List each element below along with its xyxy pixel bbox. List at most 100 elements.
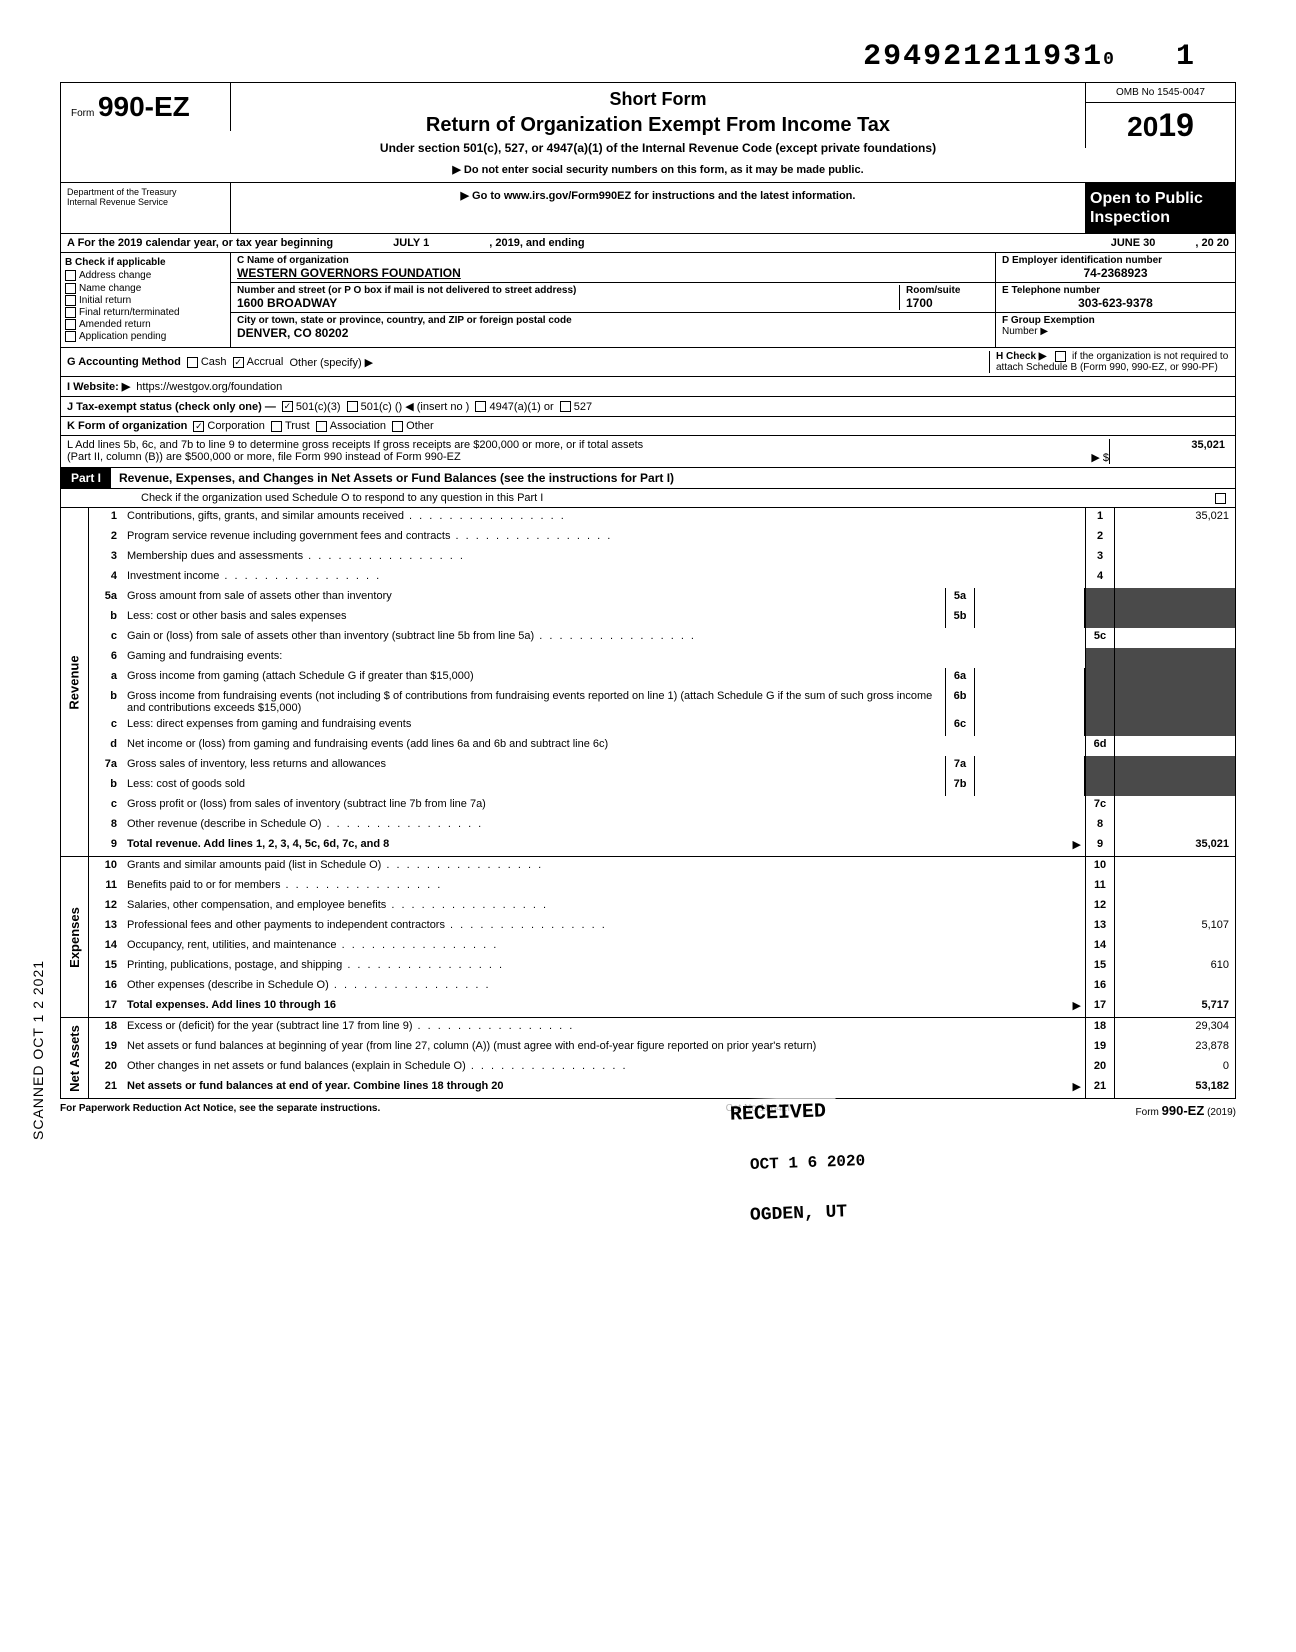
revenue-table: Revenue 1Contributions, gifts, grants, a… — [60, 508, 1236, 857]
dept-treasury: Department of the Treasury — [67, 187, 224, 197]
part1-badge: Part I — [61, 468, 111, 488]
ein: 74-2368923 — [1002, 266, 1229, 280]
chk-sched-b[interactable] — [1055, 351, 1066, 362]
street-label: Number and street (or P O box if mail is… — [237, 285, 899, 296]
year-suffix: 19 — [1158, 107, 1194, 143]
chk-pending[interactable]: Application pending — [65, 331, 226, 342]
chk-501c3[interactable]: ✓ — [282, 401, 293, 412]
row-i: I Website: ▶ https://westgov.org/foundat… — [60, 377, 1236, 397]
line-6a: aGross income from gaming (attach Schedu… — [89, 668, 1235, 688]
row-h-label: H Check ▶ — [996, 351, 1046, 362]
row-a-label: A For the 2019 calendar year, or tax yea… — [67, 237, 333, 249]
title-cell: Short Form Return of Organization Exempt… — [231, 83, 1085, 182]
chk-assoc[interactable] — [316, 421, 327, 432]
chk-name[interactable]: Name change — [65, 283, 226, 294]
page-num: 1 — [1176, 40, 1196, 74]
lbl-527: 527 — [574, 401, 592, 413]
row-l-text2: (Part II, column (B)) are $500,000 or mo… — [67, 451, 461, 464]
line-5a: 5aGross amount from sale of assets other… — [89, 588, 1235, 608]
line-16: 16Other expenses (describe in Schedule O… — [89, 977, 1235, 997]
chk-corp[interactable]: ✓ — [193, 421, 204, 432]
dept-row: Department of the Treasury Internal Reve… — [60, 182, 1236, 234]
footer-right: Form 990-EZ (2019) — [1136, 1103, 1236, 1118]
main-title: Return of Organization Exempt From Incom… — [241, 114, 1075, 137]
name-label: C Name of organization — [237, 255, 989, 266]
group-exempt-number: Number ▶ — [1002, 326, 1048, 337]
chk-accrual[interactable]: ✓ — [233, 357, 244, 368]
website: https://westgov.org/foundation — [136, 381, 282, 393]
line-6b: bGross income from fundraising events (n… — [89, 688, 1235, 716]
stamp-date: OCT 1 6 2020 — [740, 1148, 876, 1179]
tracking-number: 2949212119310 1 — [60, 40, 1236, 74]
line-6c: cLess: direct expenses from gaming and f… — [89, 716, 1235, 736]
line-15: 15Printing, publications, postage, and s… — [89, 957, 1235, 977]
directive-2: ▶ Go to www.irs.gov/Form990EZ for instru… — [231, 183, 1085, 233]
part1-check: Check if the organization used Schedule … — [60, 489, 1236, 508]
chk-address[interactable]: Address change — [65, 270, 226, 281]
line-1: 1Contributions, gifts, grants, and simil… — [89, 508, 1235, 528]
chk-initial[interactable]: Initial return — [65, 295, 226, 306]
row-a-mid: , 2019, and ending — [489, 237, 584, 249]
room: 1700 — [906, 296, 933, 310]
phone: 303-623-9378 — [1002, 296, 1229, 310]
form-header: Form 990-EZ Short Form Return of Organiz… — [60, 82, 1236, 182]
row-a: A For the 2019 calendar year, or tax yea… — [60, 234, 1236, 253]
chk-501c[interactable] — [347, 401, 358, 412]
line-14: 14Occupancy, rent, utilities, and mainte… — [89, 937, 1235, 957]
col-de: D Employer identification number 74-2368… — [995, 253, 1235, 347]
short-form-label: Short Form — [241, 89, 1075, 110]
line-8: 8Other revenue (describe in Schedule O) … — [89, 816, 1235, 836]
stamp-ogden: OGDEN, UT — [740, 1198, 858, 1230]
lbl-corp: Corporation — [207, 420, 264, 432]
line-20: 20Other changes in net assets or fund ba… — [89, 1058, 1235, 1078]
city: DENVER, CO 80202 — [237, 326, 348, 340]
chk-cash[interactable] — [187, 357, 198, 368]
open-public-l1: Open to Public — [1090, 189, 1231, 208]
omb-number: OMB No 1545-0047 — [1086, 83, 1235, 103]
chk-final[interactable]: Final return/terminated — [65, 307, 226, 318]
line-7a: 7aGross sales of inventory, less returns… — [89, 756, 1235, 776]
chk-527[interactable] — [560, 401, 571, 412]
row-a-end-year: , 20 20 — [1195, 237, 1229, 249]
lbl-4947: 4947(a)(1) or — [489, 401, 553, 413]
row-j-label: J Tax-exempt status (check only one) — — [67, 401, 276, 413]
city-label: City or town, state or province, country… — [237, 315, 989, 326]
tracking-suffix: 0 — [1103, 50, 1116, 70]
line-10: 10Grants and similar amounts paid (list … — [89, 857, 1235, 877]
open-public: Open to Public Inspection — [1086, 183, 1235, 233]
subtitle: Under section 501(c), 527, or 4947(a)(1)… — [241, 141, 1075, 155]
tax-year: 2019 — [1086, 103, 1235, 148]
expenses-table: Expenses 10Grants and similar amounts pa… — [60, 857, 1236, 1018]
lbl-assoc: Association — [330, 420, 386, 432]
line-9: 9Total revenue. Add lines 1, 2, 3, 4, 5c… — [89, 836, 1235, 856]
lbl-501c3: 501(c)(3) — [296, 401, 341, 413]
line-3: 3Membership dues and assessments 3 — [89, 548, 1235, 568]
year-cell: OMB No 1545-0047 2019 — [1085, 83, 1235, 148]
chk-sched-o[interactable] — [1215, 493, 1226, 504]
part1-header: Part I Revenue, Expenses, and Changes in… — [60, 468, 1236, 489]
year-prefix: 20 — [1127, 111, 1158, 142]
dept-irs: Internal Revenue Service — [67, 197, 224, 207]
chk-other-org[interactable] — [392, 421, 403, 432]
line-18: 18Excess or (deficit) for the year (subt… — [89, 1018, 1235, 1038]
chk-4947[interactable] — [475, 401, 486, 412]
scanned-stamp: SCANNED OCT 1 2 2021 — [30, 960, 46, 1140]
group-exempt-label: F Group Exemption — [1002, 315, 1095, 326]
tracking-main: 294921211931 — [863, 40, 1103, 74]
part1-title: Revenue, Expenses, and Changes in Net As… — [111, 471, 1235, 485]
row-k-label: K Form of organization — [67, 420, 187, 432]
part1-check-text: Check if the organization used Schedule … — [141, 492, 543, 504]
lbl-other-method: Other (specify) ▶ — [289, 356, 373, 369]
row-l-amount: 35,021 — [1109, 439, 1229, 464]
netassets-table: Net Assets 18Excess or (deficit) for the… — [60, 1018, 1236, 1099]
line-2: 2Program service revenue including gover… — [89, 528, 1235, 548]
chk-amended[interactable]: Amended return — [65, 319, 226, 330]
line-7b: bLess: cost of goods sold 7b — [89, 776, 1235, 796]
chk-trust[interactable] — [271, 421, 282, 432]
directive-1: ▶ Do not enter social security numbers o… — [241, 163, 1075, 176]
line-4: 4Investment income 4 — [89, 568, 1235, 588]
dept-cell: Department of the Treasury Internal Reve… — [61, 183, 231, 233]
col-c: C Name of organization WESTERN GOVERNORS… — [231, 253, 995, 347]
line-13: 13Professional fees and other payments t… — [89, 917, 1235, 937]
lbl-accrual: Accrual — [247, 356, 284, 368]
